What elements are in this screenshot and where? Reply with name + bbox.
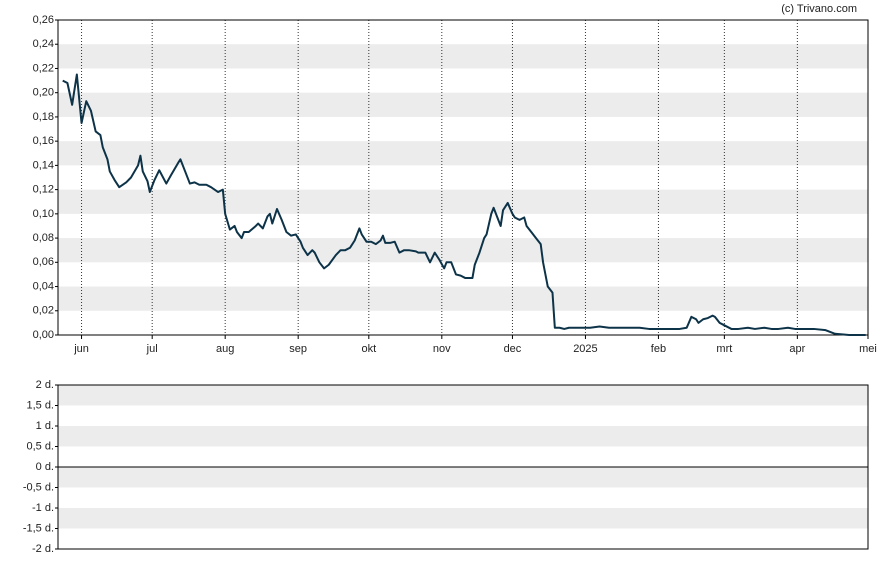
grid-band	[58, 141, 868, 166]
y-tick-label: 0,18	[33, 111, 54, 123]
x-tick-label: mei	[859, 343, 877, 355]
y-tick-label: -2 d.	[32, 543, 54, 555]
y-tick-label: 0,06	[33, 256, 54, 268]
y-tick-label: 0,14	[33, 159, 54, 171]
y-tick-label: -0,5 d.	[23, 481, 54, 493]
y-tick-label: 0,5 d.	[26, 440, 54, 452]
price-line	[62, 73, 866, 336]
y-tick-label: 0,16	[33, 135, 54, 147]
grid-band	[58, 426, 868, 447]
x-tick-label: jun	[73, 343, 89, 355]
y-tick-label: 0,26	[33, 14, 54, 26]
plot-frame	[57, 384, 869, 550]
y-tick-label: 0,24	[33, 38, 54, 50]
y-tick-label: 0,08	[33, 232, 54, 244]
y-tick-label: 0,22	[33, 62, 54, 74]
x-tick-label: nov	[433, 343, 451, 355]
y-tick-label: 0,20	[33, 87, 54, 99]
y-tick-label: -1,5 d.	[23, 522, 54, 534]
y-tick-label: -1 d.	[32, 502, 54, 514]
y-tick-label: 0,00	[33, 329, 54, 341]
x-tick-label: dec	[504, 343, 522, 355]
y-tick-label: 1,5 d.	[26, 399, 54, 411]
grid-band	[58, 385, 868, 406]
y-tick-label: 0,12	[33, 184, 54, 196]
x-tick-label: jul	[146, 343, 158, 355]
y-tick-label: 0,04	[33, 280, 54, 292]
x-tick-label: aug	[216, 343, 234, 355]
grid-band	[58, 238, 868, 263]
y-tick-label: 0,02	[33, 305, 54, 317]
plot-frame	[57, 19, 869, 336]
copyright: (c) Trivano.com	[781, 3, 857, 15]
y-tick-label: 1 d.	[36, 420, 54, 432]
x-tick-label: sep	[289, 343, 307, 355]
y-tick-label: 2 d.	[36, 379, 54, 391]
x-tick-label: 2025	[573, 343, 597, 355]
grid-band	[58, 92, 868, 117]
grid-band	[58, 44, 868, 69]
grid-band	[58, 508, 868, 529]
x-tick-label: okt	[361, 343, 376, 355]
y-tick-label: 0 d.	[36, 461, 54, 473]
x-tick-label: apr	[789, 343, 805, 355]
x-tick-label: feb	[651, 343, 666, 355]
y-tick-label: 0,10	[33, 208, 54, 220]
x-tick-label: mrt	[716, 343, 732, 355]
grid-band	[58, 286, 868, 311]
grid-band	[58, 189, 868, 214]
grid-band	[58, 467, 868, 488]
